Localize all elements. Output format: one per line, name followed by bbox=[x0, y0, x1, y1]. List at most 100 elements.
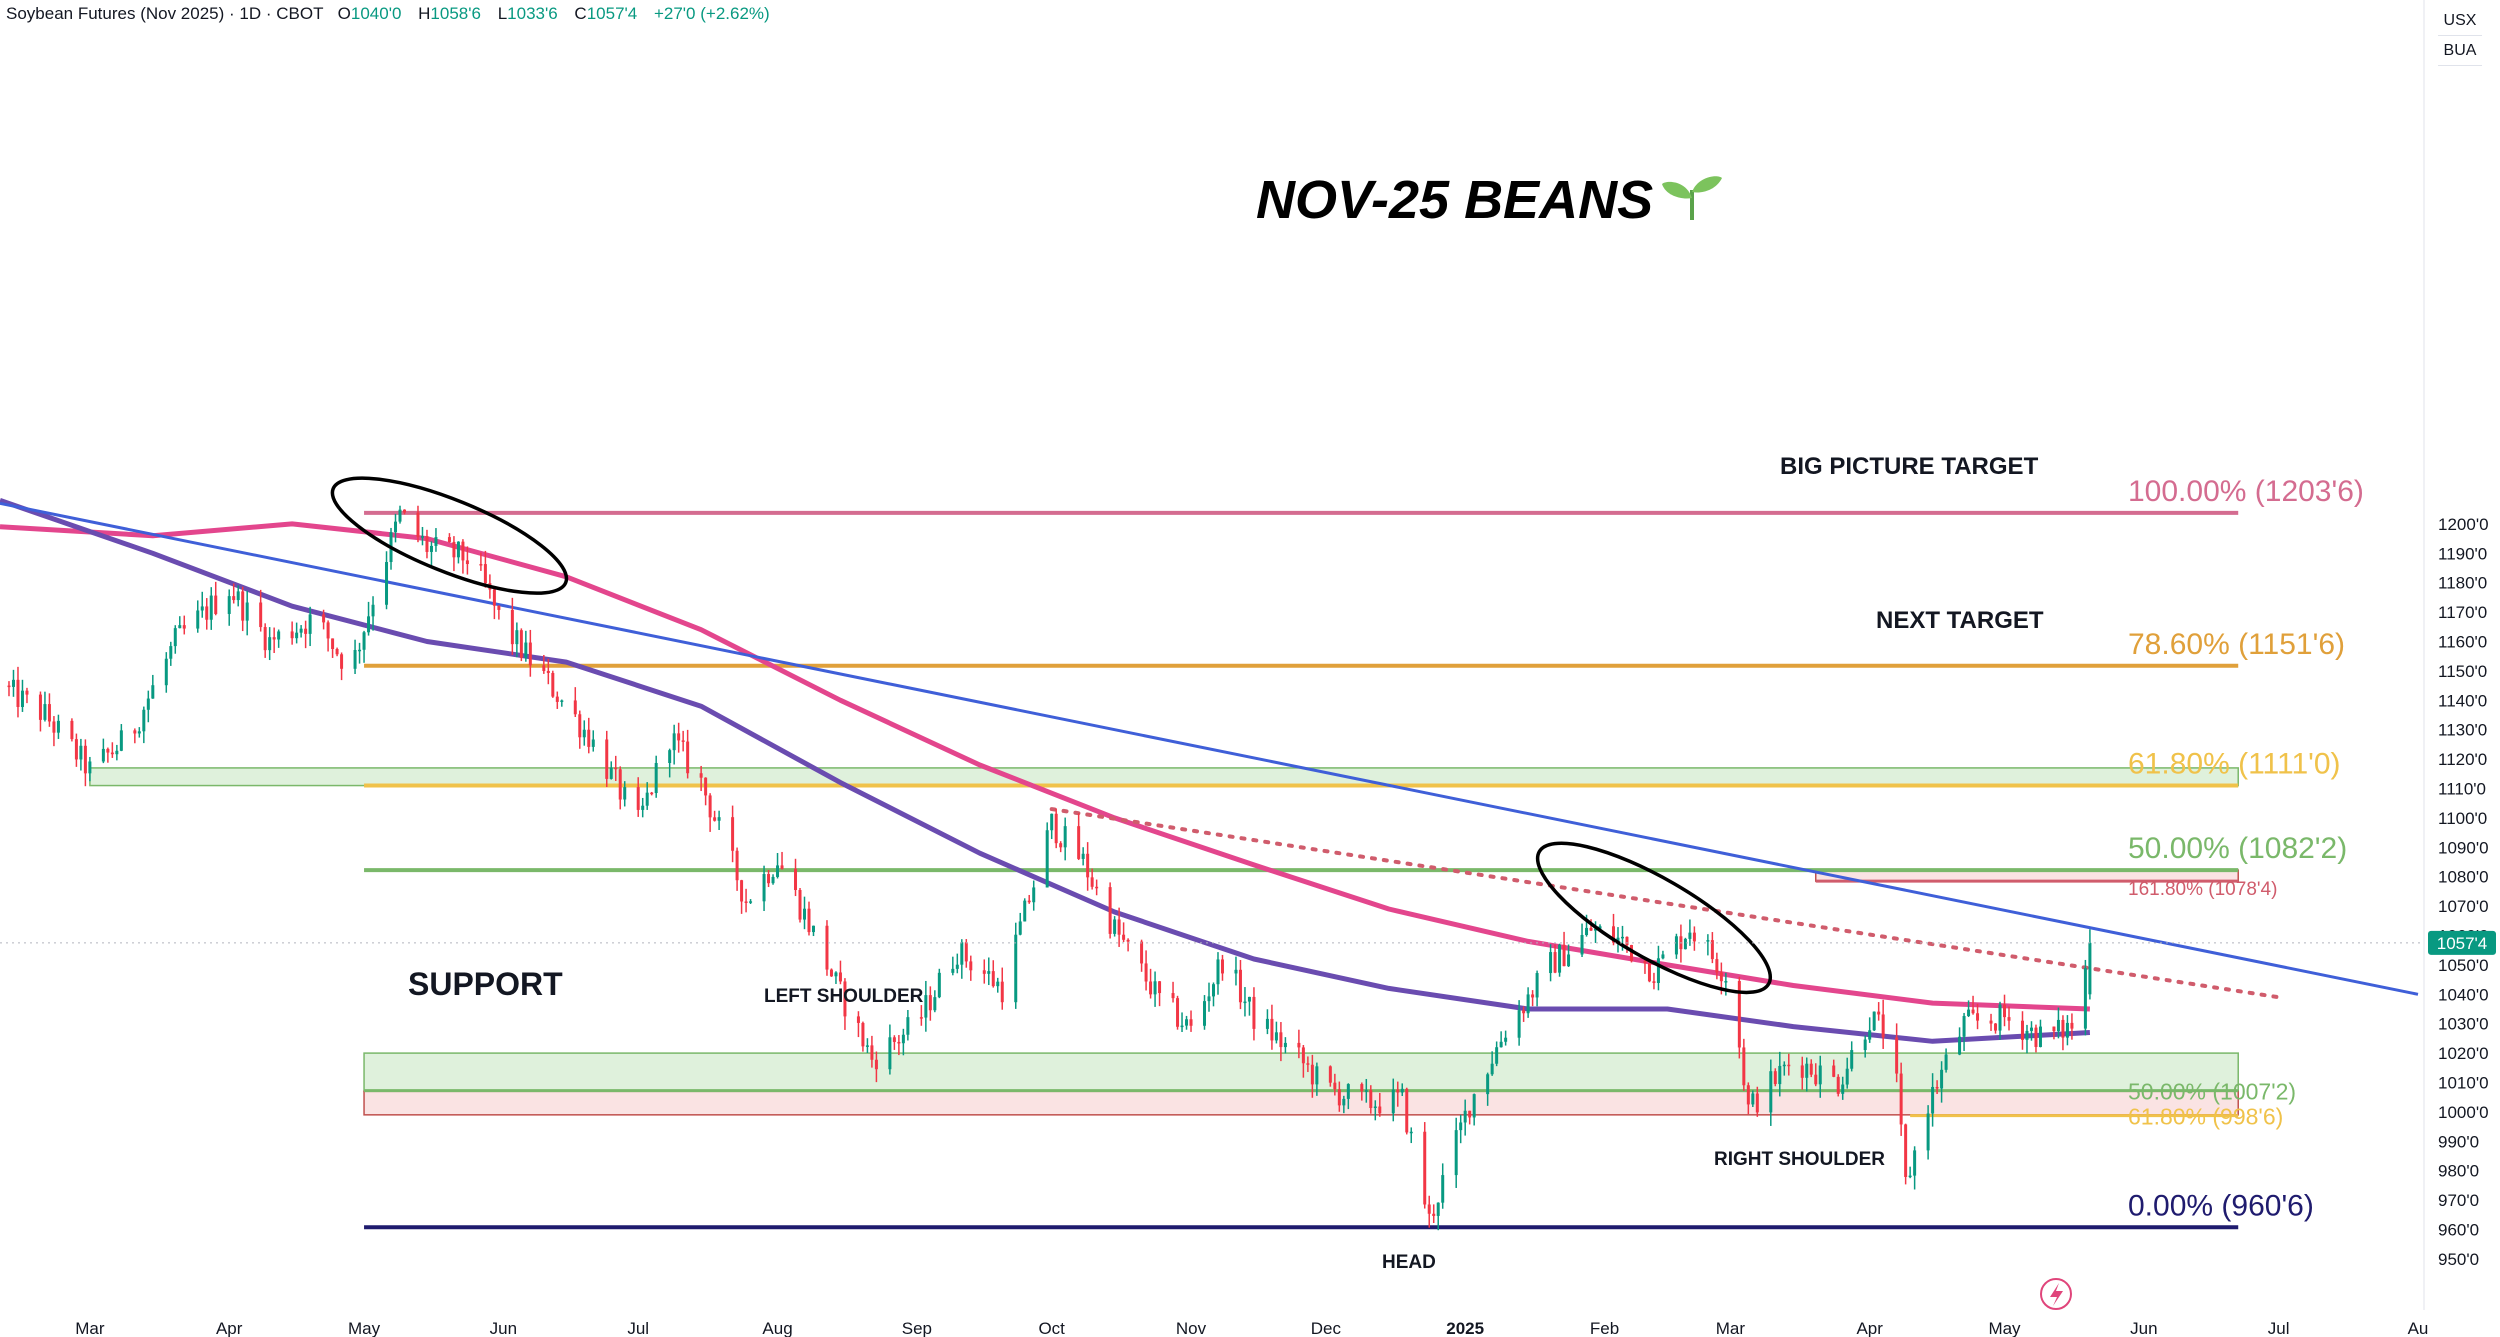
candle-body bbox=[573, 700, 577, 715]
big-picture-target-zone bbox=[89, 767, 2239, 787]
candle-body bbox=[1746, 1085, 1750, 1105]
candle-body bbox=[1108, 887, 1112, 934]
x-tick-label: Apr bbox=[1856, 1319, 1883, 1337]
y-tick-label: 1160'0 bbox=[2438, 633, 2487, 652]
symbol-tags[interactable]: USX BUA bbox=[2438, 6, 2482, 68]
candle-body bbox=[1904, 1124, 1908, 1177]
candle-body bbox=[110, 752, 114, 755]
candle-body bbox=[308, 614, 312, 634]
candle-body bbox=[1468, 1110, 1472, 1118]
candle-body bbox=[614, 767, 618, 770]
candle-body bbox=[232, 596, 236, 601]
candle-body bbox=[510, 609, 514, 645]
x-tick-label: Dec bbox=[1311, 1319, 1342, 1337]
candle-body bbox=[1436, 1202, 1440, 1216]
candle-body bbox=[668, 750, 672, 763]
candle-body bbox=[771, 876, 775, 884]
candle-body bbox=[200, 606, 204, 611]
x-tick-label: Jun bbox=[2130, 1319, 2157, 1337]
candle-body bbox=[1203, 1001, 1207, 1026]
candle-body bbox=[937, 972, 941, 998]
candle-body bbox=[1585, 927, 1589, 935]
candle-body bbox=[762, 874, 766, 902]
candle-body bbox=[1337, 1089, 1341, 1106]
candle-body bbox=[367, 616, 371, 633]
candle-body bbox=[825, 925, 829, 970]
candle-body bbox=[780, 865, 784, 869]
candle-body bbox=[551, 672, 555, 697]
candle-body bbox=[1216, 959, 1220, 985]
symbol-tag-usx[interactable]: USX bbox=[2438, 6, 2482, 36]
candle-body bbox=[1805, 1063, 1809, 1078]
x-tick-label: Nov bbox=[1176, 1319, 1207, 1337]
fib-label: 78.60% (1151'6) bbox=[2128, 628, 2345, 661]
candle-body bbox=[1737, 981, 1741, 1048]
candle-body bbox=[1549, 952, 1553, 974]
candle-body bbox=[645, 792, 649, 806]
candle-body bbox=[1531, 994, 1535, 998]
lightning-bolt-icon bbox=[2050, 1283, 2063, 1306]
candle-body bbox=[1499, 1041, 1503, 1048]
candle-body bbox=[798, 890, 802, 920]
support-green-zone bbox=[363, 1052, 2239, 1093]
y-tick-label: 1010'0 bbox=[2438, 1074, 2489, 1093]
candle-body bbox=[2056, 1019, 2060, 1032]
candle-body bbox=[394, 521, 398, 533]
candle-body bbox=[402, 509, 406, 513]
candle-body bbox=[2052, 1026, 2056, 1032]
y-tick-label: 1000'0 bbox=[2438, 1103, 2489, 1122]
candle-body bbox=[1486, 1074, 1490, 1095]
candle-body bbox=[1562, 944, 1566, 967]
candle-body bbox=[744, 901, 748, 903]
candle-body bbox=[1427, 1204, 1431, 1214]
y-tick-label: 960'0 bbox=[2438, 1221, 2479, 1240]
candle-body bbox=[1211, 984, 1215, 997]
y-tick-label: 950'0 bbox=[2438, 1250, 2479, 1269]
candle-body bbox=[56, 720, 60, 733]
candle-body bbox=[1611, 926, 1615, 943]
y-tick-label: 1020'0 bbox=[2438, 1044, 2489, 1063]
candle-body bbox=[1899, 1073, 1903, 1125]
candle-body bbox=[1472, 1094, 1476, 1118]
candle-body bbox=[236, 591, 240, 601]
candle-body bbox=[1742, 1047, 1746, 1086]
x-tick-label: May bbox=[1988, 1319, 2021, 1337]
candle-body bbox=[515, 630, 519, 645]
candle-body bbox=[465, 560, 469, 565]
candle-body bbox=[70, 720, 74, 740]
x-tick-label: Jun bbox=[490, 1319, 517, 1337]
candle-body bbox=[650, 792, 654, 795]
close-value: 1057'4 bbox=[586, 4, 638, 23]
candle-body bbox=[717, 817, 721, 821]
symbol-tag-bua[interactable]: BUA bbox=[2438, 36, 2482, 66]
candle-body bbox=[555, 696, 559, 702]
candle-body bbox=[991, 971, 995, 987]
candle-body bbox=[1328, 1066, 1332, 1083]
candle-body bbox=[164, 658, 168, 686]
support-red-zone bbox=[363, 1090, 2239, 1116]
x-tick-label: 2025 bbox=[1446, 1319, 1484, 1337]
candle-body bbox=[1396, 1089, 1400, 1093]
candle-body bbox=[83, 745, 87, 774]
candle-body bbox=[447, 537, 451, 542]
candle-body bbox=[52, 721, 56, 733]
candle-body bbox=[1674, 936, 1678, 955]
candle-body bbox=[1787, 1064, 1791, 1067]
candle-body bbox=[74, 739, 78, 760]
candle-body bbox=[1342, 1098, 1346, 1106]
candle-body bbox=[1517, 1010, 1521, 1038]
candle-body bbox=[623, 787, 627, 800]
y-tick-label: 1030'0 bbox=[2438, 1015, 2489, 1034]
candle-body bbox=[101, 748, 105, 762]
x-tick-label: Jul bbox=[2268, 1319, 2290, 1337]
candle-body bbox=[1149, 981, 1153, 995]
candle-body bbox=[982, 970, 986, 974]
candle-body bbox=[38, 694, 42, 720]
moving-average-line bbox=[0, 521, 2090, 1012]
candle-body bbox=[1836, 1076, 1840, 1094]
candle-body bbox=[335, 649, 339, 655]
y-tick-label: 1190'0 bbox=[2438, 544, 2487, 563]
candle-body bbox=[1301, 1047, 1305, 1064]
candle-body bbox=[1715, 959, 1719, 973]
